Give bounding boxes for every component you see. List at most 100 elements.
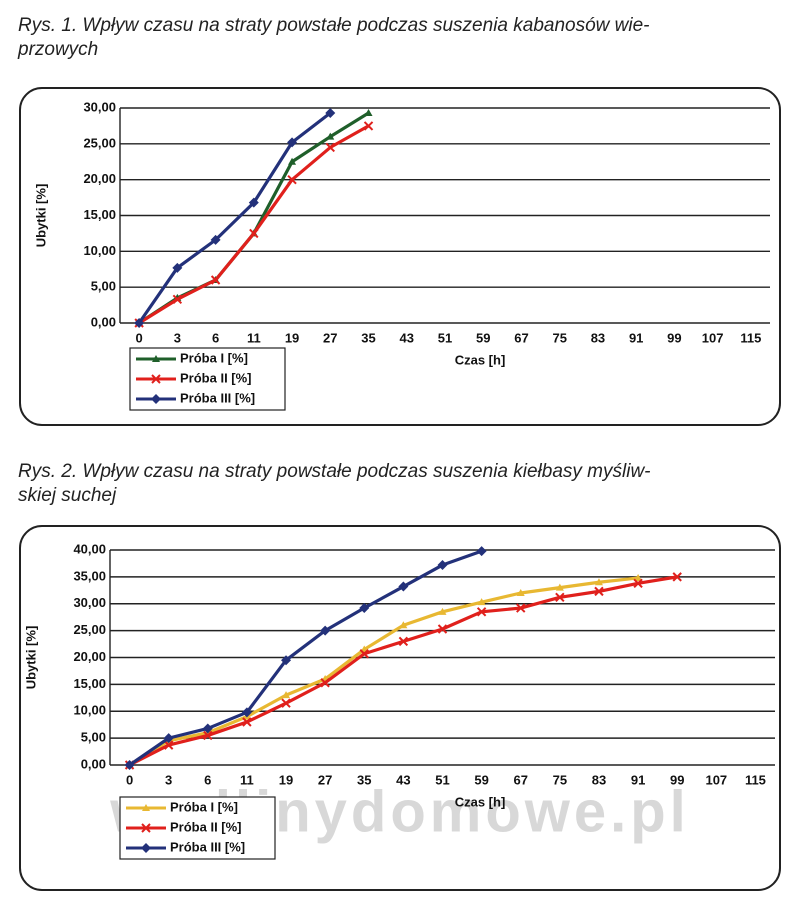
legend-label: Próba II [%] [170, 819, 242, 834]
y-tick-label: 5,00 [81, 730, 106, 745]
marker [364, 109, 373, 117]
legend-label: Próba II [%] [180, 370, 252, 385]
marker [476, 607, 487, 617]
x-tick-label: 51 [438, 330, 452, 345]
x-tick-label: 99 [667, 330, 681, 345]
x-tick-label: 3 [174, 330, 181, 345]
chart: wedlinydomowe.pl 0,005,0010,0015,0020,00… [19, 525, 781, 891]
x-tick-label: 0 [136, 330, 143, 345]
marker [555, 583, 564, 591]
caption-line: skiej suchej [18, 485, 117, 506]
marker [320, 678, 330, 688]
marker [281, 698, 291, 708]
marker [320, 625, 331, 636]
marker [281, 655, 292, 666]
marker [399, 621, 408, 629]
marker [142, 804, 150, 811]
chart: 0,00 5,00 10,00 15,00 20,00 25,00 30,00 0 3 6 11 19… [19, 87, 781, 426]
y-tick-label: 5,00 [91, 279, 116, 294]
marker [172, 294, 183, 305]
x-tick-label: 6 [212, 330, 219, 345]
x-tick-label: 107 [702, 330, 724, 345]
x-tick-label: 51 [435, 772, 449, 787]
marker [398, 581, 409, 592]
x-tick-label: 91 [631, 772, 645, 787]
marker [326, 132, 335, 140]
y-tick-label: 25,00 [73, 622, 106, 637]
marker [437, 624, 448, 634]
legend-label: Próba I [%] [170, 799, 238, 814]
marker [477, 598, 486, 606]
marker [398, 636, 409, 647]
y-tick-label: 20,00 [73, 649, 106, 664]
x-tick-label: 19 [279, 772, 293, 787]
x-tick-label: 11 [247, 330, 261, 345]
y-tick-label: 30,00 [73, 595, 106, 610]
marker [202, 723, 213, 734]
x-tick-label: 83 [591, 330, 605, 345]
y-tick-label: 0,00 [81, 756, 106, 771]
marker [287, 137, 298, 148]
marker [152, 355, 160, 362]
x-axis-label: Czas [h] [455, 352, 506, 367]
marker [241, 707, 252, 718]
marker [248, 197, 259, 208]
legend-label: Próba III [%] [170, 839, 245, 854]
marker [163, 740, 174, 750]
x-tick-label: 91 [629, 330, 643, 345]
marker [124, 760, 135, 770]
x-axis-label: Czas [h] [455, 794, 506, 809]
marker [249, 228, 259, 239]
marker [634, 573, 643, 581]
marker [134, 318, 145, 328]
marker [555, 592, 565, 603]
marker [242, 717, 252, 727]
marker [151, 394, 161, 404]
marker [359, 603, 370, 614]
y-axis-label: Ubytki [%] [33, 184, 48, 248]
caption: Rys. 1. Wpływ czasu na straty powstałe p… [18, 14, 650, 62]
x-tick-label: 27 [323, 330, 337, 345]
x-tick-label: 35 [357, 772, 371, 787]
caption-line: przowych [18, 39, 99, 60]
y-tick-label: 15,00 [83, 207, 116, 222]
marker [141, 823, 151, 833]
x-tick-label: 0 [126, 772, 133, 787]
marker [325, 142, 336, 153]
x-tick-label: 59 [474, 772, 488, 787]
y-tick-label: 40,00 [73, 541, 106, 556]
x-tick-label: 67 [514, 772, 528, 787]
y-tick-label: 35,00 [73, 568, 106, 583]
marker [172, 262, 183, 273]
x-tick-label: 43 [400, 330, 414, 345]
marker [672, 572, 682, 582]
caption-line: Rys. 2. Wpływ czasu na straty powstałe p… [18, 461, 651, 482]
y-tick-label: 20,00 [83, 171, 116, 186]
x-tick-label: 75 [552, 330, 566, 345]
marker [151, 374, 161, 384]
marker [363, 121, 374, 131]
line [137, 111, 332, 324]
x-tick-label: 115 [740, 330, 761, 345]
marker [210, 234, 221, 245]
y-tick-label: 15,00 [73, 676, 106, 691]
marker [594, 586, 604, 597]
marker [163, 733, 174, 744]
x-tick-label: 59 [476, 330, 490, 345]
marker [476, 546, 487, 557]
x-tick-label: 107 [705, 772, 727, 787]
caption: Rys. 2. Wpływ czasu na straty powstałe p… [18, 460, 651, 508]
y-tick-label: 25,00 [83, 135, 116, 150]
x-tick-label: 75 [553, 772, 567, 787]
x-tick-label: 115 [745, 772, 766, 787]
x-tick-label: 3 [165, 772, 172, 787]
x-tick-label: 19 [285, 330, 299, 345]
marker [633, 578, 643, 589]
marker [359, 649, 369, 659]
caption-line: Rys. 1. Wpływ czasu na straty powstałe p… [18, 15, 650, 36]
legend-label: Próba III [%] [180, 390, 255, 405]
marker [437, 560, 448, 571]
x-tick-label: 6 [204, 772, 211, 787]
x-tick-label: 67 [514, 330, 528, 345]
marker [288, 157, 297, 165]
